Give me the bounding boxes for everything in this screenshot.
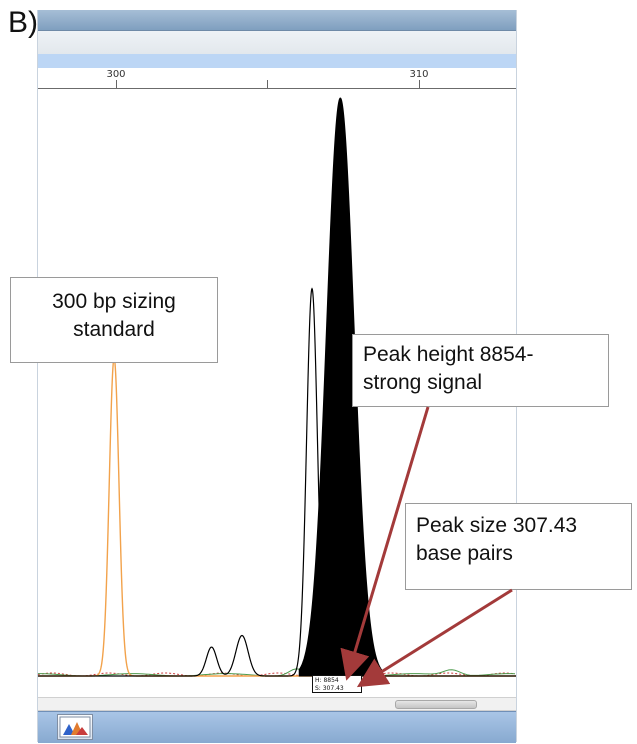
ruler-tick-305 xyxy=(267,80,268,88)
ruler-label-310: 310 xyxy=(409,69,429,80)
genemapper-icon-button[interactable] xyxy=(57,714,93,740)
baseline-green-trace xyxy=(37,668,516,677)
ruler-label-300: 300 xyxy=(106,69,126,80)
peak-size-callout-line2: base pairs xyxy=(416,542,513,565)
horizontal-scrollbar[interactable] xyxy=(38,697,516,711)
panel-label: B) xyxy=(8,6,38,39)
peak-height-callout-line2: strong signal xyxy=(363,371,483,394)
peak-height-callout-line1: Peak height 8854- xyxy=(363,343,534,366)
sizing-standard-callout-line1: 300 bp sizing xyxy=(52,290,176,313)
peak-info-popup: H: 8854 S: 307.43 xyxy=(312,675,362,693)
scrollbar-thumb[interactable] xyxy=(395,700,477,709)
title-bar xyxy=(38,10,516,31)
peak-size-callout-line1: Peak size 307.43 xyxy=(416,514,578,537)
status-strip xyxy=(38,54,516,69)
peak-popup-height: H: 8854 xyxy=(315,677,339,684)
peak-popup-size: S: 307.43 xyxy=(315,685,344,692)
bp-ruler: 300 310 xyxy=(38,68,516,89)
ruler-tick-310 xyxy=(419,80,420,88)
taskbar xyxy=(38,711,516,743)
peak-size-callout: Peak size 307.43 base pairs xyxy=(405,503,632,590)
sizing-standard-callout: 300 bp sizing standard xyxy=(10,277,218,363)
genemapper-icon xyxy=(59,716,91,738)
sizing-standard-callout-line2: standard xyxy=(73,318,155,341)
peak-height-callout: Peak height 8854- strong signal xyxy=(352,334,609,407)
ruler-tick-300 xyxy=(116,80,117,88)
